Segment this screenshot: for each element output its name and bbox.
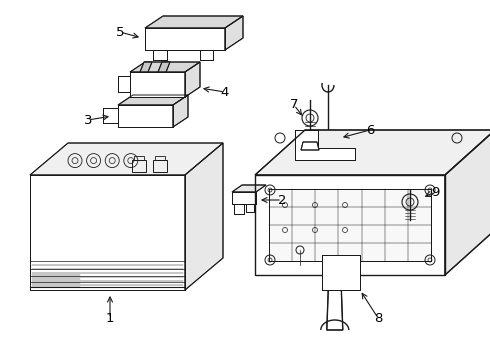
Polygon shape <box>103 108 118 123</box>
Text: 7: 7 <box>290 99 298 112</box>
Text: 8: 8 <box>374 311 382 324</box>
Text: 5: 5 <box>116 26 124 39</box>
Polygon shape <box>327 275 343 330</box>
Polygon shape <box>301 142 319 150</box>
Polygon shape <box>232 192 256 204</box>
Polygon shape <box>295 130 355 160</box>
Polygon shape <box>225 16 243 50</box>
Polygon shape <box>246 204 254 212</box>
Text: 6: 6 <box>366 123 374 136</box>
Polygon shape <box>200 50 213 60</box>
Polygon shape <box>153 50 167 60</box>
Polygon shape <box>234 204 244 214</box>
Polygon shape <box>269 189 431 261</box>
Polygon shape <box>145 28 225 50</box>
Polygon shape <box>130 62 200 72</box>
Polygon shape <box>140 62 152 72</box>
Polygon shape <box>185 143 223 290</box>
Text: 9: 9 <box>431 185 439 198</box>
Polygon shape <box>185 62 200 97</box>
Text: 3: 3 <box>84 113 92 126</box>
Text: 4: 4 <box>221 85 229 99</box>
Polygon shape <box>255 130 490 175</box>
Polygon shape <box>118 95 188 105</box>
Polygon shape <box>321 255 360 290</box>
Polygon shape <box>30 175 185 290</box>
Polygon shape <box>232 185 266 192</box>
Polygon shape <box>30 143 223 175</box>
Text: 2: 2 <box>278 194 286 207</box>
Polygon shape <box>445 130 490 275</box>
Polygon shape <box>118 76 130 92</box>
Polygon shape <box>255 175 445 275</box>
Polygon shape <box>145 16 243 28</box>
Polygon shape <box>118 105 173 127</box>
Polygon shape <box>158 62 170 72</box>
Polygon shape <box>173 95 188 127</box>
Polygon shape <box>130 72 185 97</box>
Text: 1: 1 <box>106 311 114 324</box>
